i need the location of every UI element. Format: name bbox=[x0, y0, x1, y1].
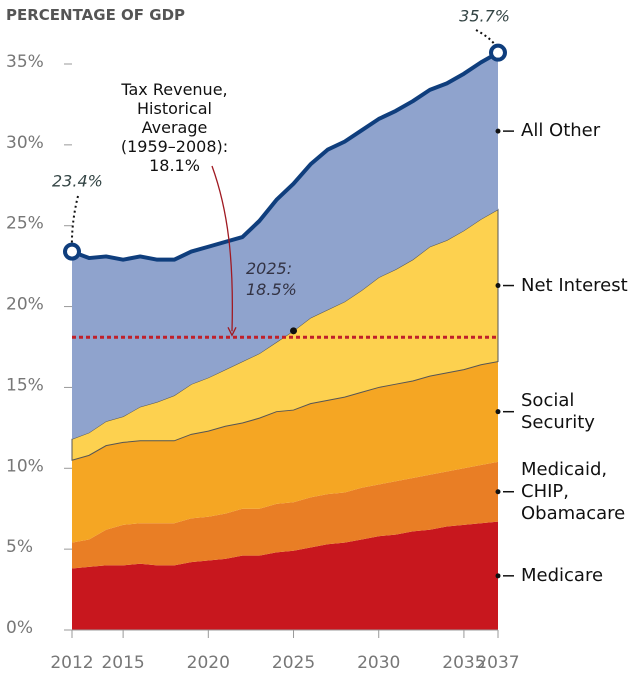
y-tick-label: 20% bbox=[6, 295, 44, 315]
annotation-label: 35.7% bbox=[459, 7, 510, 26]
reference-arrow bbox=[211, 165, 233, 332]
area bbox=[71, 208, 499, 461]
x-tick-label: 2037 bbox=[476, 653, 519, 673]
x-tick-label: 2025 bbox=[272, 653, 315, 673]
reference-label: Tax Revenue, Historical Average (1959–20… bbox=[120, 80, 229, 175]
x-tick-label: 2012 bbox=[50, 653, 93, 673]
y-tick-label: 0% bbox=[6, 618, 33, 638]
legend-dot bbox=[495, 489, 501, 495]
annotation-marker bbox=[489, 43, 507, 62]
y-tick-label: 10% bbox=[6, 456, 44, 476]
annotation-marker bbox=[63, 242, 81, 261]
legend-dot bbox=[495, 128, 501, 134]
y-tick-label: 35% bbox=[6, 52, 44, 72]
y-tick-label: 15% bbox=[6, 375, 44, 395]
y-tick-label: 30% bbox=[6, 133, 44, 153]
x-tick-label: 2035 bbox=[442, 653, 485, 673]
area bbox=[72, 52, 498, 440]
legend-label: Social Security bbox=[521, 389, 595, 433]
legend-label: Net Interest bbox=[521, 274, 628, 296]
reference-arrowhead bbox=[227, 327, 237, 337]
legend-dot bbox=[495, 409, 501, 415]
legend-label: Medicaid, CHIP, Obamacare bbox=[521, 458, 626, 524]
annotation-label: 23.4% bbox=[52, 172, 103, 191]
x-tick-label: 2020 bbox=[187, 653, 230, 673]
area bbox=[72, 361, 498, 543]
y-tick-label: 25% bbox=[6, 214, 44, 234]
legend-dot bbox=[495, 283, 501, 289]
x-tick-label: 2030 bbox=[357, 653, 400, 673]
chart-title: PERCENTAGE OF GDP bbox=[6, 6, 186, 24]
area bbox=[72, 461, 498, 569]
y-tick-label: 5% bbox=[6, 537, 33, 557]
annotation-label: 2025: 18.5% bbox=[246, 259, 297, 299]
total-outline bbox=[71, 50, 499, 262]
legend-label: All Other bbox=[521, 120, 601, 142]
legend-dot bbox=[495, 573, 501, 579]
area bbox=[72, 521, 498, 630]
x-tick-label: 2015 bbox=[101, 653, 144, 673]
annotation-marker bbox=[290, 327, 298, 335]
legend-label: Medicare bbox=[521, 564, 604, 586]
